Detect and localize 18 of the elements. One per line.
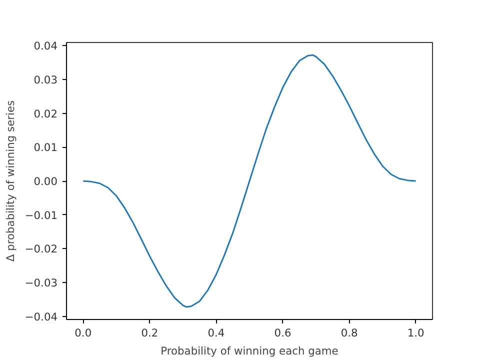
y-tick-label: 0.04: [34, 40, 58, 53]
line-series: [82, 54, 417, 308]
x-tick-label: 0.4: [208, 326, 225, 340]
y-tick-label: −0.01: [24, 208, 58, 222]
y-tick-label: 0.00: [34, 175, 58, 188]
x-tick-label: 1.0: [407, 326, 425, 340]
x-tick-label: 0.2: [141, 326, 158, 340]
y-tick-label: −0.02: [24, 242, 58, 256]
y-axis-title: Δ probability of winning series: [4, 100, 17, 262]
y-tick-label: −0.04: [24, 310, 58, 324]
y-tick-label: 0.03: [34, 73, 58, 86]
y-tick-label: 0.02: [34, 107, 58, 120]
y-tick-label: −0.03: [24, 276, 58, 290]
x-tick-label: 0.6: [274, 326, 292, 340]
y-tick-label: 0.01: [34, 141, 58, 154]
x-axis-title: Probability of winning each game: [160, 344, 338, 358]
x-tick-label: 0.0: [74, 326, 92, 340]
x-tick-label: 0.8: [340, 326, 358, 340]
